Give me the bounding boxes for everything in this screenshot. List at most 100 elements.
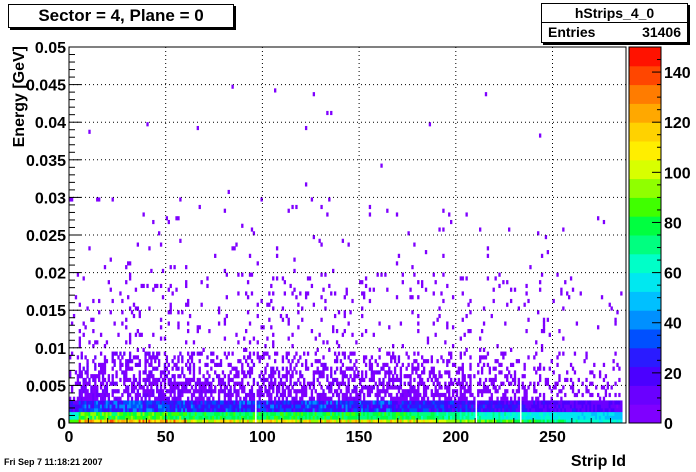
heatmap-bin bbox=[113, 407, 116, 413]
heatmap-bin bbox=[351, 377, 354, 383]
heatmap-bin bbox=[121, 321, 124, 326]
heatmap-bin bbox=[395, 400, 399, 405]
heatmap-bin bbox=[482, 415, 486, 420]
heatmap-bin bbox=[179, 400, 182, 405]
color-scale-swatch bbox=[629, 385, 661, 405]
heatmap-bin bbox=[388, 419, 391, 424]
heatmap-bin bbox=[330, 366, 333, 371]
heatmap-bin bbox=[185, 265, 188, 270]
heatmap-bin bbox=[78, 415, 81, 420]
heatmap-bin bbox=[277, 404, 281, 409]
heatmap-bin bbox=[304, 404, 308, 409]
heatmap-bin bbox=[258, 389, 261, 394]
heatmap-bin bbox=[277, 415, 281, 420]
heatmap-bin bbox=[343, 400, 346, 405]
heatmap-bin bbox=[598, 404, 602, 409]
heatmap-bin bbox=[320, 295, 323, 300]
heatmap-bin bbox=[353, 407, 356, 413]
heatmap-bin bbox=[318, 374, 321, 379]
heatmap-bin bbox=[200, 381, 203, 386]
heatmap-bin bbox=[186, 400, 190, 405]
heatmap-bin bbox=[287, 336, 290, 341]
heatmap-bin bbox=[246, 362, 250, 367]
heatmap-bin bbox=[221, 381, 225, 386]
heatmap-bin bbox=[324, 362, 327, 367]
heatmap-bin bbox=[231, 366, 234, 371]
heatmap-bin bbox=[347, 389, 350, 394]
heatmap-bin bbox=[552, 298, 555, 304]
heatmap-bin bbox=[397, 400, 401, 405]
heatmap-bin bbox=[231, 84, 234, 89]
heatmap-bin bbox=[171, 359, 174, 364]
heatmap-bin bbox=[74, 419, 78, 424]
heatmap-bin bbox=[498, 419, 501, 424]
y-tick-label: 0.02 bbox=[35, 266, 66, 283]
heatmap-bin bbox=[453, 396, 457, 401]
heatmap-bin bbox=[550, 407, 553, 413]
heatmap-bin bbox=[461, 385, 464, 390]
heatmap-bin bbox=[289, 392, 292, 398]
heatmap-bin bbox=[99, 332, 103, 337]
heatmap-bin bbox=[333, 407, 337, 413]
heatmap-bin bbox=[542, 411, 546, 416]
heatmap-bin bbox=[558, 389, 561, 394]
heatmap-bin bbox=[343, 374, 346, 379]
heatmap-bin bbox=[361, 370, 364, 375]
heatmap-bin bbox=[256, 404, 259, 409]
heatmap-bin bbox=[434, 392, 437, 398]
heatmap-bin bbox=[217, 411, 221, 416]
heatmap-bin bbox=[80, 392, 83, 398]
heatmap-bin bbox=[119, 400, 122, 405]
heatmap-bin bbox=[420, 280, 424, 285]
heatmap-bin bbox=[198, 204, 201, 210]
heatmap-bin bbox=[99, 385, 103, 390]
heatmap-bin bbox=[243, 374, 246, 379]
heatmap-bin bbox=[368, 359, 372, 364]
heatmap-bin bbox=[386, 370, 389, 375]
heatmap-bin bbox=[384, 374, 387, 379]
heatmap-bin bbox=[562, 351, 565, 356]
heatmap-bin bbox=[281, 400, 285, 405]
heatmap-bin bbox=[301, 419, 304, 424]
heatmap-bin bbox=[136, 400, 140, 405]
heatmap-bin bbox=[217, 392, 221, 398]
heatmap-bin bbox=[260, 415, 263, 420]
heatmap-bin bbox=[154, 381, 157, 386]
heatmap-bin bbox=[469, 329, 472, 334]
heatmap-bin bbox=[351, 419, 354, 424]
heatmap-bin bbox=[138, 370, 141, 375]
heatmap-bin bbox=[581, 415, 584, 420]
heatmap-bin bbox=[270, 404, 273, 409]
heatmap-bin bbox=[569, 377, 573, 383]
entries-row: Entries 31406 bbox=[542, 23, 687, 42]
heatmap-bin bbox=[333, 351, 337, 356]
heatmap-bin bbox=[320, 242, 323, 247]
heatmap-bin bbox=[70, 385, 74, 390]
heatmap-bin bbox=[270, 298, 273, 304]
heatmap-bin bbox=[359, 389, 362, 394]
heatmap-bin bbox=[301, 404, 304, 409]
heatmap-bin bbox=[312, 407, 316, 413]
heatmap-bin bbox=[417, 351, 420, 356]
heatmap-bin bbox=[542, 392, 546, 398]
heatmap-bin bbox=[417, 407, 420, 413]
heatmap-bin bbox=[517, 400, 521, 405]
heatmap-bin bbox=[109, 411, 112, 416]
heatmap-bin bbox=[169, 283, 172, 289]
heatmap-bin bbox=[241, 272, 244, 277]
heatmap-bin bbox=[111, 407, 114, 413]
heatmap-bin bbox=[179, 392, 182, 398]
heatmap-bin bbox=[544, 411, 548, 416]
heatmap-bin bbox=[569, 385, 573, 390]
heatmap-bin bbox=[293, 400, 296, 405]
heatmap-bin bbox=[90, 389, 93, 394]
heatmap-bin bbox=[436, 400, 439, 405]
heatmap-bin bbox=[136, 392, 140, 398]
y-tick-label: 0.03 bbox=[35, 190, 66, 207]
heatmap-bin bbox=[529, 411, 532, 416]
heatmap-bin bbox=[200, 280, 203, 285]
heatmap-bin bbox=[173, 389, 176, 394]
heatmap-bin bbox=[105, 392, 109, 398]
heatmap-bin bbox=[395, 404, 399, 409]
heatmap-bin bbox=[585, 415, 588, 420]
